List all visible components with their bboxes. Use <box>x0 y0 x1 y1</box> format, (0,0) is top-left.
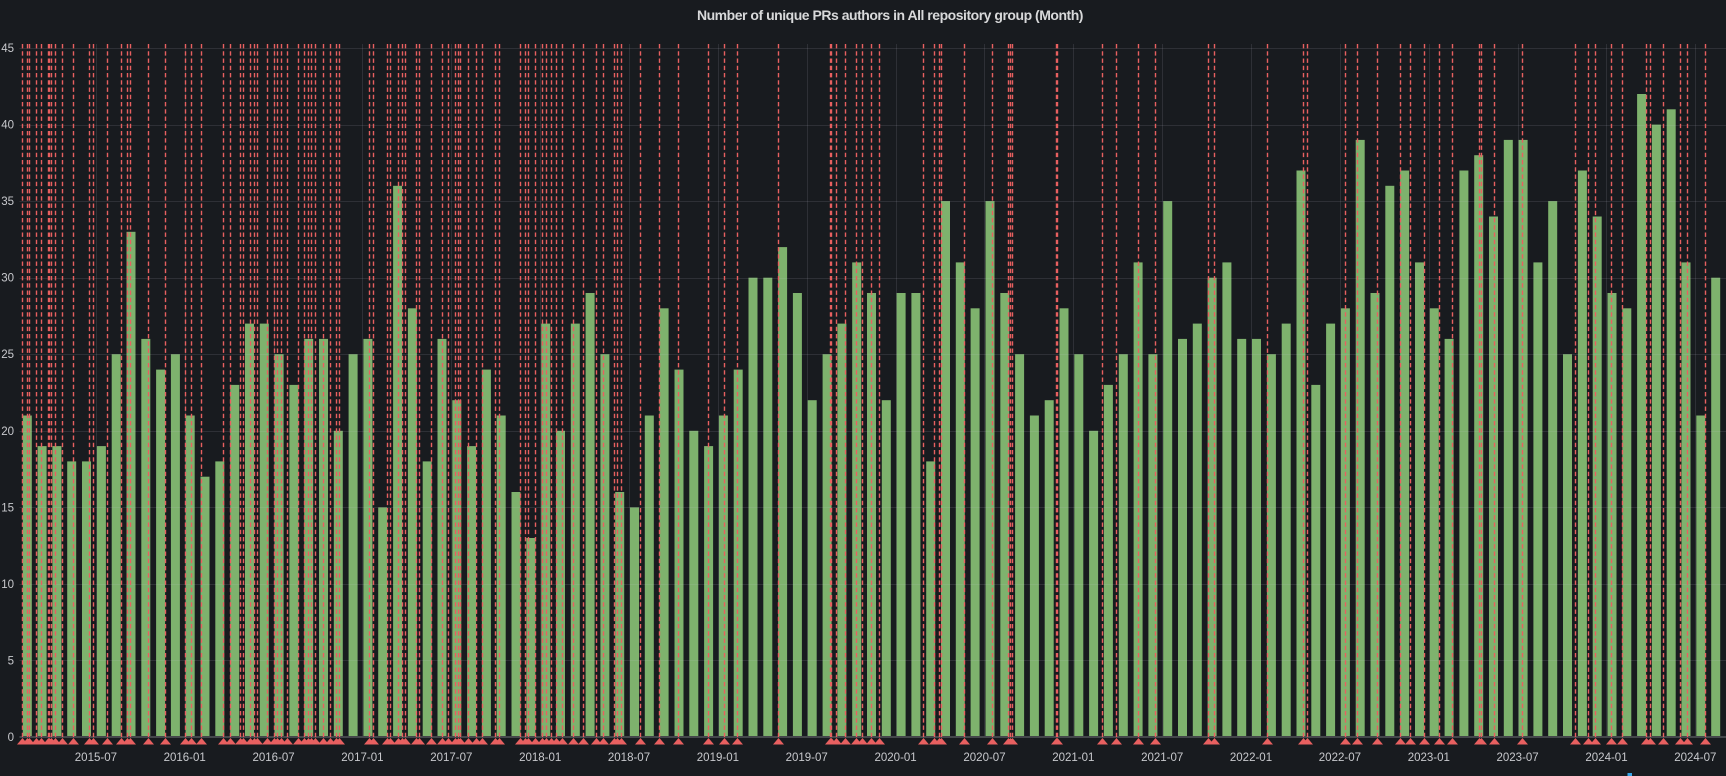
svg-text:2021-07: 2021-07 <box>1141 752 1183 764</box>
svg-text:45: 45 <box>1 43 14 55</box>
svg-text:2015-07: 2015-07 <box>75 752 117 764</box>
svg-text:0: 0 <box>8 732 14 744</box>
svg-text:2020-01: 2020-01 <box>874 752 916 764</box>
svg-text:2017-01: 2017-01 <box>341 752 383 764</box>
svg-text:2016-07: 2016-07 <box>252 752 294 764</box>
svg-text:2017-07: 2017-07 <box>430 752 472 764</box>
svg-text:2023-07: 2023-07 <box>1496 752 1538 764</box>
svg-text:2016-01: 2016-01 <box>164 752 206 764</box>
svg-text:35: 35 <box>1 196 14 208</box>
svg-text:2022-07: 2022-07 <box>1319 752 1361 764</box>
svg-text:2022-01: 2022-01 <box>1230 752 1272 764</box>
svg-text:25: 25 <box>1 349 14 361</box>
svg-text:15: 15 <box>1 502 14 514</box>
svg-text:2020-07: 2020-07 <box>963 752 1005 764</box>
svg-text:10: 10 <box>1 579 14 591</box>
svg-text:2019-01: 2019-01 <box>697 752 739 764</box>
svg-text:20: 20 <box>1 426 14 438</box>
svg-text:2021-01: 2021-01 <box>1052 752 1094 764</box>
svg-text:2018-07: 2018-07 <box>608 752 650 764</box>
svg-text:40: 40 <box>1 120 14 132</box>
svg-text:2023-01: 2023-01 <box>1408 752 1450 764</box>
svg-text:2018-01: 2018-01 <box>519 752 561 764</box>
svg-text:Number of unique PRs authors i: Number of unique PRs authors in All repo… <box>697 7 1083 23</box>
svg-text:2024-01: 2024-01 <box>1585 752 1627 764</box>
svg-text:2019-07: 2019-07 <box>786 752 828 764</box>
svg-text:2024-07: 2024-07 <box>1674 752 1716 764</box>
svg-text:30: 30 <box>1 273 14 285</box>
svg-text:5: 5 <box>8 656 14 668</box>
